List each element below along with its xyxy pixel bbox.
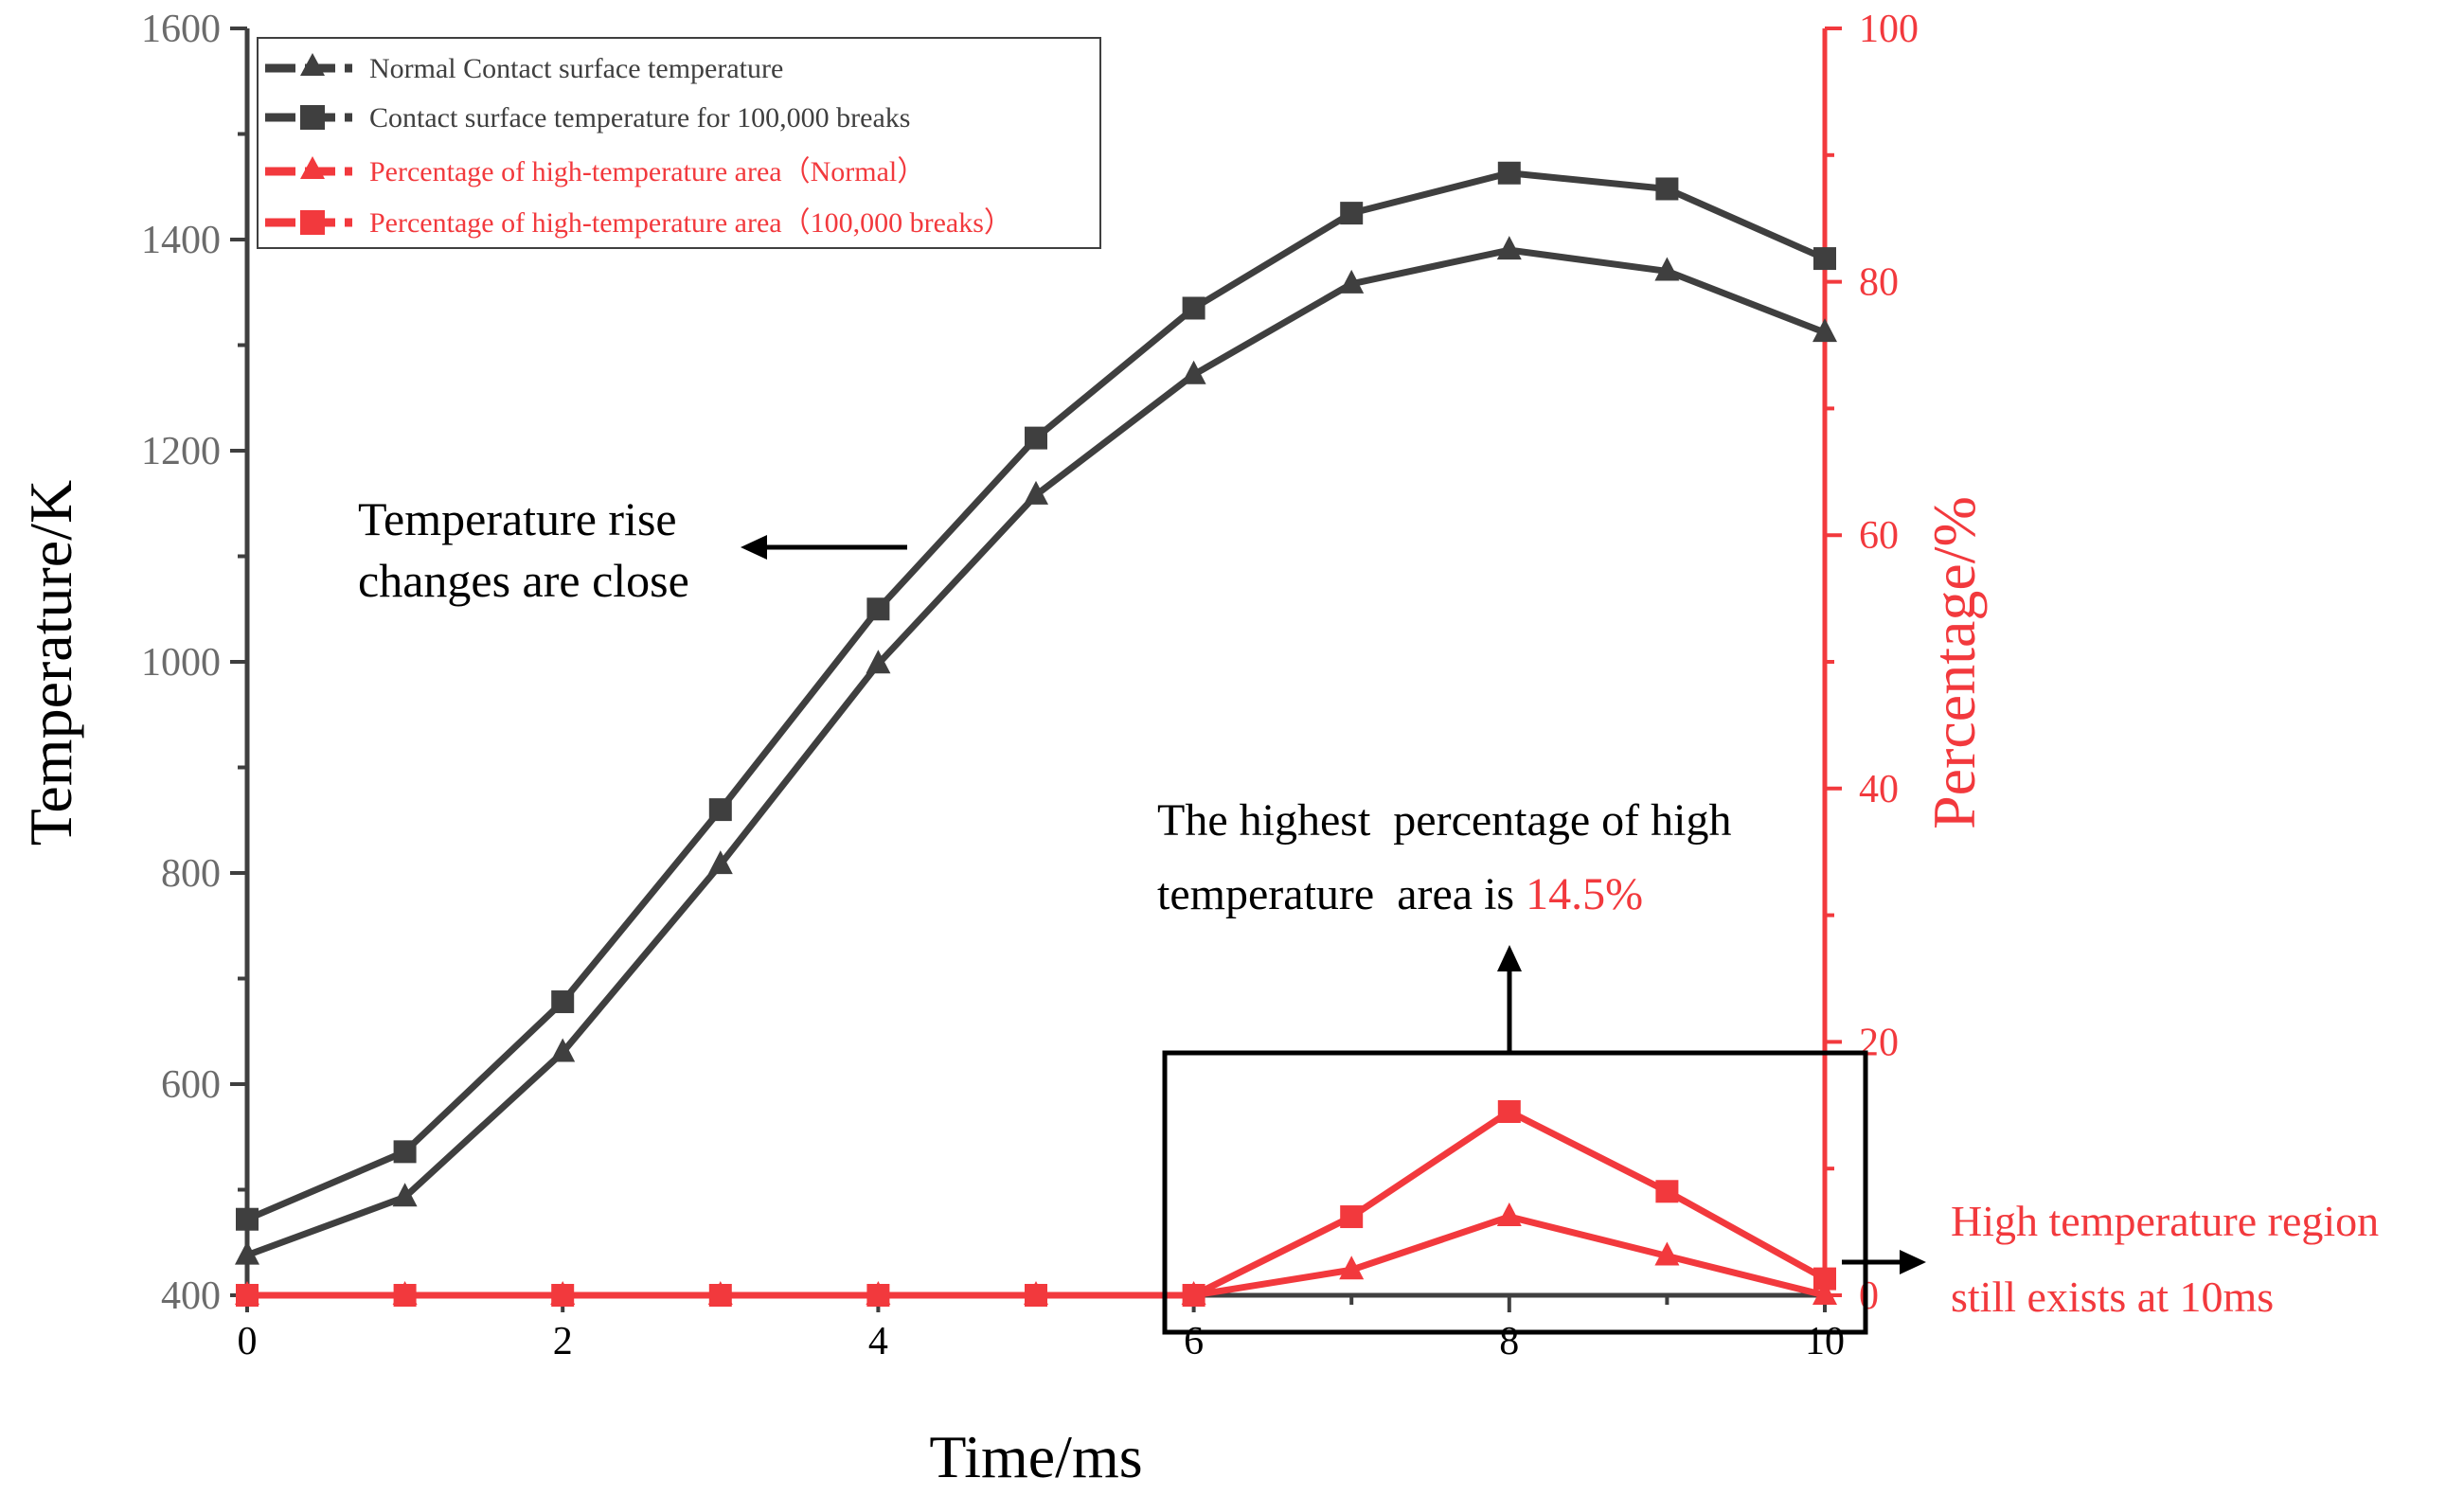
data-point-triangle — [1339, 1256, 1365, 1280]
y-left-axis-title: Temperature/K — [17, 480, 84, 846]
x-tick-label: 4 — [868, 1320, 888, 1363]
data-point-square — [1497, 161, 1521, 185]
x-tick-label: 6 — [1184, 1320, 1204, 1363]
y-left-tick-label: 1200 — [141, 430, 221, 473]
data-point-square — [236, 1207, 259, 1231]
data-point-square — [1025, 1284, 1047, 1307]
annotation-text: High temperature region — [1951, 1197, 2379, 1245]
data-point-square — [1655, 177, 1679, 201]
legend-label: Contact surface temperature for 100,000 … — [369, 102, 910, 134]
y-left-tick-label: 1600 — [141, 8, 221, 51]
legend-item-normal-pct: Percentage of high-temperature area（Norm… — [265, 156, 925, 187]
data-point-square — [236, 1284, 259, 1307]
triangle-marker-icon — [300, 156, 325, 179]
square-marker-icon — [300, 210, 325, 235]
legend-label: Percentage of high-temperature area（100,… — [369, 207, 1012, 239]
data-point-square — [551, 1284, 575, 1307]
data-point-square — [866, 597, 890, 621]
data-point-triangle — [1496, 1202, 1522, 1227]
annotation-text: still exists at 10ms — [1951, 1273, 2274, 1321]
data-point-square — [1340, 202, 1364, 225]
data-point-square — [393, 1284, 417, 1307]
y-right-tick-label: 80 — [1859, 261, 1899, 305]
data-point-triangle — [1654, 1241, 1680, 1266]
annotation-temperature-rise: Temperature rise changes are close — [358, 492, 907, 607]
series-line-0 — [245, 246, 1827, 1258]
annotation-text: temperature area is — [1157, 869, 1526, 919]
legend-item-100000-temp: Contact surface temperature for 100,000 … — [265, 102, 910, 134]
data-point-triangle — [235, 1240, 259, 1265]
annotation-text: The highest percentage of high — [1157, 795, 1731, 846]
x-tick-label: 10 — [1805, 1320, 1845, 1363]
y-left-tick-label: 1400 — [141, 219, 221, 262]
data-point-triangle — [1812, 318, 1837, 343]
x-axis-title: Time/ms — [929, 1423, 1142, 1490]
data-point-square — [1340, 1205, 1364, 1229]
y-right-tick-label: 60 — [1859, 514, 1899, 558]
data-point-triangle — [392, 1183, 418, 1207]
x-tick-label: 2 — [553, 1320, 573, 1363]
annotation-line-2: temperature area is 14.5% — [1157, 869, 1643, 919]
legend-label: Percentage of high-temperature area（Norm… — [369, 156, 925, 187]
square-marker-icon — [300, 105, 325, 130]
data-point-triangle — [1024, 480, 1048, 505]
annotation-highlight-value: 14.5% — [1526, 869, 1643, 919]
y-right-tick-label: 40 — [1859, 768, 1899, 811]
data-point-square — [551, 990, 575, 1014]
data-point-triangle — [707, 850, 733, 875]
y-right-tick-label: 100 — [1859, 8, 1919, 51]
axis-ticks: 0 2 4 6 8 10400600800100012001400160002040608… — [141, 8, 1919, 1363]
data-point-square — [708, 798, 732, 822]
annotation-highest-percentage: The highest percentage of high temperatu… — [1157, 795, 1731, 1051]
annotation-text: Temperature rise — [358, 492, 677, 545]
data-point-triangle — [1339, 269, 1365, 294]
y-left-tick-label: 1000 — [141, 641, 221, 685]
data-point-square — [1813, 1267, 1836, 1291]
x-tick-label: 8 — [1499, 1320, 1519, 1363]
highlight-box — [1162, 1050, 1868, 1335]
data-point-square — [1655, 1180, 1679, 1203]
data-point-triangle — [866, 650, 891, 674]
annotation-high-temp-region: High temperature region still exists at … — [1842, 1197, 2379, 1321]
annotation-text: changes are close — [358, 554, 689, 607]
series-line-1 — [245, 169, 1827, 1222]
y-right-axis-title: Percentage/% — [1920, 496, 1988, 829]
y-left-tick-label: 600 — [161, 1063, 221, 1107]
data-point-square — [393, 1140, 417, 1164]
data-point-square — [1182, 1284, 1205, 1307]
y-right-tick-label: 0 — [1859, 1274, 1879, 1318]
legend-box — [257, 37, 1101, 249]
series-layer — [235, 161, 1837, 1307]
arrow-right-head-icon — [1900, 1250, 1926, 1274]
data-point-triangle — [1812, 1281, 1837, 1305]
legend: Normal Contact surface temperature Conta… — [257, 37, 1101, 249]
arrow-left-head-icon — [741, 535, 767, 560]
data-point-square — [1025, 426, 1047, 450]
y-left-tick-label: 800 — [161, 852, 221, 896]
legend-label: Normal Contact surface temperature — [369, 53, 783, 84]
data-point-square — [866, 1284, 890, 1307]
data-point-square — [1182, 296, 1205, 320]
arrow-up-head-icon — [1497, 945, 1522, 971]
y-left-tick-label: 400 — [161, 1274, 221, 1318]
series-line-3 — [247, 1108, 1827, 1299]
legend-item-normal-temp: Normal Contact surface temperature — [265, 53, 783, 84]
data-point-square — [1497, 1099, 1521, 1123]
data-point-square — [708, 1284, 732, 1307]
legend-item-100000-pct: Percentage of high-temperature area（100,… — [265, 207, 1012, 239]
data-point-square — [1813, 247, 1836, 271]
data-point-triangle — [550, 1038, 576, 1062]
x-tick-label: 0 — [238, 1320, 258, 1363]
data-point-triangle — [1181, 360, 1206, 384]
triangle-marker-icon — [300, 53, 325, 76]
data-point-triangle — [1496, 236, 1522, 260]
data-point-triangle — [1654, 257, 1680, 281]
